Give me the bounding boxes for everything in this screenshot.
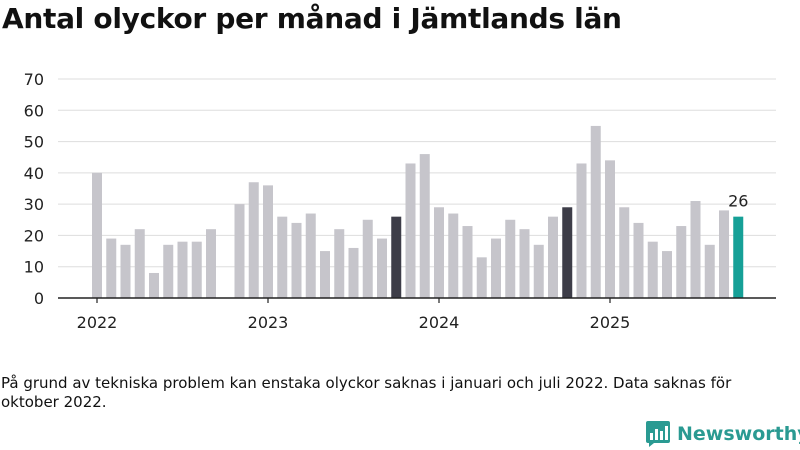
bar-2025-01 [605, 160, 615, 298]
bar-2024-07 [519, 229, 530, 298]
bar-2023-08 [362, 219, 373, 298]
footnote: På grund av tekniska problem kan enstaka… [1, 374, 732, 411]
y-tick-label: 0 [34, 289, 44, 308]
brand-name: Newsworthy [677, 423, 800, 445]
bar-2022-11 [234, 204, 245, 298]
y-tick-label: 20 [24, 226, 44, 245]
bar-2025-08 [704, 244, 715, 298]
bar-2022-05 [149, 272, 159, 298]
bar-2025-09 [719, 210, 729, 298]
bar-2024-09 [548, 216, 558, 298]
bar-2025-02 [619, 207, 630, 298]
bar-2024-11 [576, 163, 587, 298]
bar-2023-03 [291, 222, 302, 298]
bar-2025-03 [633, 222, 644, 298]
bar-2022-02 [106, 238, 117, 298]
bar-2023-02 [277, 216, 288, 298]
x-tick-label: 2024 [419, 313, 460, 332]
bar-2024-02 [448, 213, 459, 298]
bar-2023-11 [405, 163, 416, 298]
bar-2023-01 [263, 185, 273, 298]
bar-2023-10 [391, 216, 402, 298]
bar-2023-07 [348, 247, 359, 298]
bar-2024-10 [562, 207, 573, 298]
bar-2025-07 [690, 201, 701, 298]
data-label: 26 [728, 192, 748, 211]
y-tick-label: 40 [24, 164, 44, 183]
bar-2023-04 [305, 213, 316, 298]
bar-2022-09 [206, 229, 216, 298]
bar-2022-08 [191, 241, 202, 298]
x-tick-label: 2023 [248, 313, 289, 332]
chart-title: Antal olyckor per månad i Jämtlands län [2, 2, 622, 35]
bar-2024-04 [476, 257, 487, 298]
bar-2025-06 [676, 226, 687, 298]
bar-2024-01 [434, 207, 444, 298]
bar-2023-05 [320, 251, 330, 298]
gridlines [58, 78, 776, 268]
chart-bubble-icon [646, 421, 670, 447]
y-tick-label: 50 [24, 133, 44, 152]
bar-2022-01 [92, 172, 102, 298]
y-tick-label: 30 [24, 195, 44, 214]
x-tick-label: 2022 [77, 313, 118, 332]
y-tick-label: 10 [24, 258, 44, 277]
bar-2024-03 [462, 226, 473, 298]
bar-2025-05 [662, 251, 672, 298]
bar-2022-12 [248, 182, 259, 298]
accidents-bar-chart: 0 10 20 30 40 50 60 70 2022 2023 2024 2025 26 [24, 70, 776, 332]
x-axis-ticks: 2022 2023 2024 2025 [77, 298, 631, 332]
bars [92, 125, 744, 298]
y-axis-ticks: 0 10 20 30 40 50 60 70 [24, 70, 44, 308]
bar-2025-10 [733, 216, 744, 298]
data-labels: 26 [728, 192, 748, 211]
y-tick-label: 60 [24, 101, 44, 120]
bar-2025-04 [647, 241, 658, 298]
bar-2022-03 [120, 244, 131, 298]
y-tick-label: 70 [24, 70, 44, 89]
bar-2022-06 [163, 244, 174, 298]
bar-2024-05 [491, 238, 501, 298]
bar-2024-06 [505, 219, 516, 298]
bar-2023-06 [334, 229, 345, 298]
bar-2023-09 [377, 238, 387, 298]
x-tick-label: 2025 [590, 313, 631, 332]
bar-2022-04 [134, 229, 145, 298]
bar-2022-07 [177, 241, 188, 298]
bar-2024-08 [533, 244, 544, 298]
bar-2024-12 [590, 125, 601, 298]
newsworthy-logo: Newsworthy [645, 420, 800, 448]
bar-2023-12 [419, 154, 430, 298]
